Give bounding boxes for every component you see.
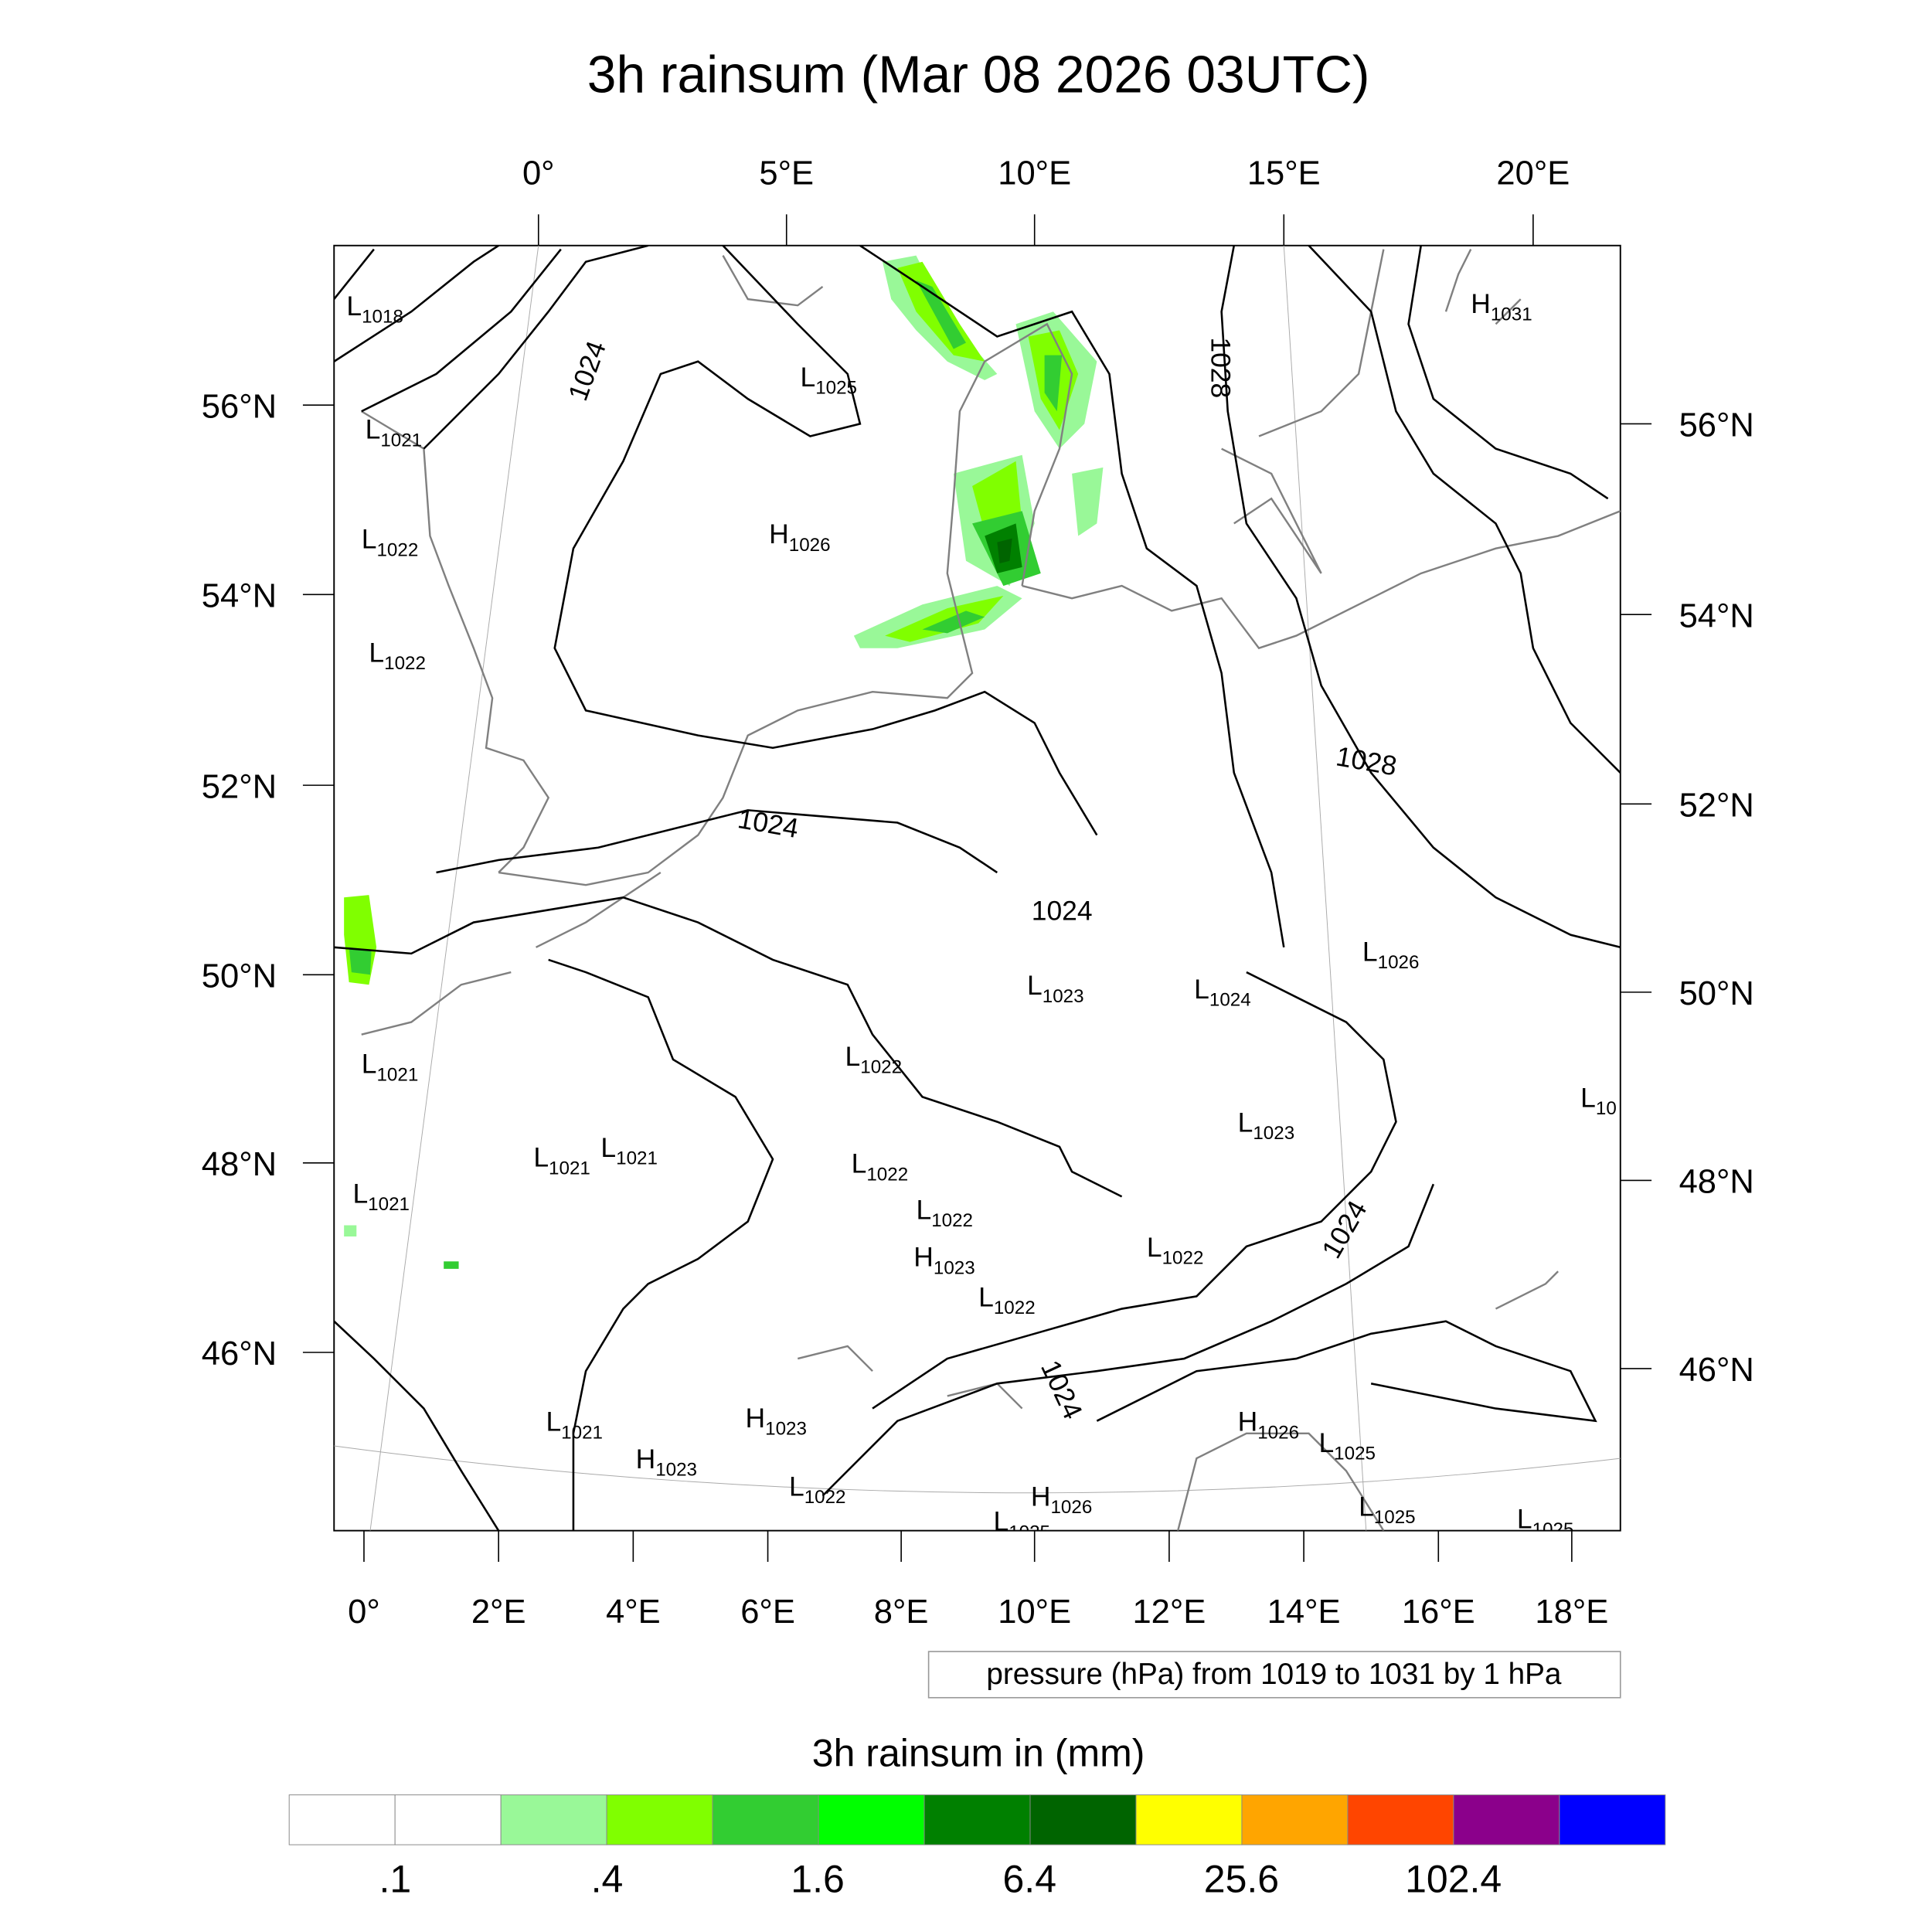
colorbar-box [712,1794,819,1845]
lat-tick-label: 50°N [202,957,277,995]
colorbar-label: .4 [591,1857,624,1900]
right-axis [1620,423,1652,1369]
top-tick-labels: 0° 5°E 10°E 15°E 20°E [522,155,1570,192]
lon-tick-label: 10°E [998,1594,1071,1631]
bottom-tick-labels: 0° 2°E 4°E 6°E 8°E 10°E 12°E 14°E 16°E 1… [348,1594,1608,1631]
right-tick-labels: 56°N 54°N 52°N 50°N 48°N 46°N [1679,407,1754,1389]
colorbar [288,1794,1666,1845]
low-pressure-label: L1022 [1147,1232,1204,1269]
lon-tick-label: 5°E [759,155,814,192]
bottom-axis [363,1530,1573,1562]
lon-tick-label: 4°E [606,1594,661,1631]
lat-tick-label: 52°N [202,768,277,805]
lon-tick-label: 6°E [740,1594,795,1631]
pressure-note-text: pressure (hPa) from 1019 to 1031 by 1 hP… [986,1658,1562,1691]
lon-tick-label: 8°E [874,1594,929,1631]
lon-tick-label: 2°E [471,1594,526,1631]
lon-tick-label: 16°E [1402,1594,1475,1631]
lon-tick-label: 14°E [1267,1594,1341,1631]
lat-tick-label: 48°N [1679,1164,1754,1201]
colorbar-box [1029,1794,1137,1845]
lon-tick-label: 10°E [998,155,1071,192]
colorbar-box [1135,1794,1243,1845]
colorbar-label: .1 [379,1857,411,1900]
high-pressure-label: H1026 [1238,1406,1299,1444]
colorbar-label: 102.4 [1405,1857,1502,1900]
colorbar-box [500,1794,607,1845]
lat-tick-label: 54°N [202,577,277,614]
colorbar-label: 6.4 [1003,1857,1057,1900]
left-tick-labels: 56°N 54°N 52°N 50°N 48°N 46°N [202,388,277,1372]
colorbar-labels: .1 .4 1.6 6.4 25.6 102.4 [379,1857,1502,1900]
lon-tick-label: 20°E [1496,155,1570,192]
map-frame [333,244,1621,1532]
lat-tick-label: 52°N [1679,787,1754,824]
colorbar-box [923,1794,1031,1845]
lat-tick-label: 48°N [202,1146,277,1183]
map-panel: 1024 1028 1028 1024 1024 1024 1024 L1018… [333,244,1621,1532]
colorbar-box [1241,1794,1349,1845]
top-axis [537,214,1534,246]
lat-tick-label: 50°N [1679,975,1754,1012]
figure-title: 3h rainsum (Mar 08 2026 03UTC) [587,46,1370,104]
colorbar-box [394,1794,502,1845]
lat-tick-label: 46°N [1679,1352,1754,1389]
lat-tick-label: 46°N [202,1335,277,1372]
lon-tick-label: 12°E [1132,1594,1206,1631]
colorbar-label: 1.6 [791,1857,845,1900]
left-axis [302,404,335,1353]
colorbar-box [1559,1794,1666,1845]
colorbar-label: 25.6 [1204,1857,1279,1900]
colorbar-box [818,1794,925,1845]
lat-tick-label: 56°N [1679,407,1754,444]
lat-tick-label: 56°N [202,388,277,425]
isobars [334,245,1621,1531]
lon-tick-label: 0° [348,1594,380,1631]
colorbar-box [1347,1794,1454,1845]
colorbar-box [288,1794,396,1845]
colorbar-box [606,1794,713,1845]
lon-tick-label: 18°E [1535,1594,1608,1631]
colorbar-title: 3h rainsum in (mm) [812,1731,1145,1774]
isobar-label: 1024 [1032,895,1093,926]
lon-tick-label: 0° [522,155,555,192]
pressure-note: pressure (hPa) from 1019 to 1031 by 1 hP… [927,1651,1621,1699]
graticule [334,245,1621,1531]
lon-tick-label: 15°E [1247,155,1321,192]
rain-shading [344,255,1104,1269]
low-pressure-label: L1022 [369,637,426,674]
colorbar-box [1453,1794,1560,1845]
isobar-label: 1028 [1206,337,1236,398]
lat-tick-label: 54°N [1679,597,1754,634]
